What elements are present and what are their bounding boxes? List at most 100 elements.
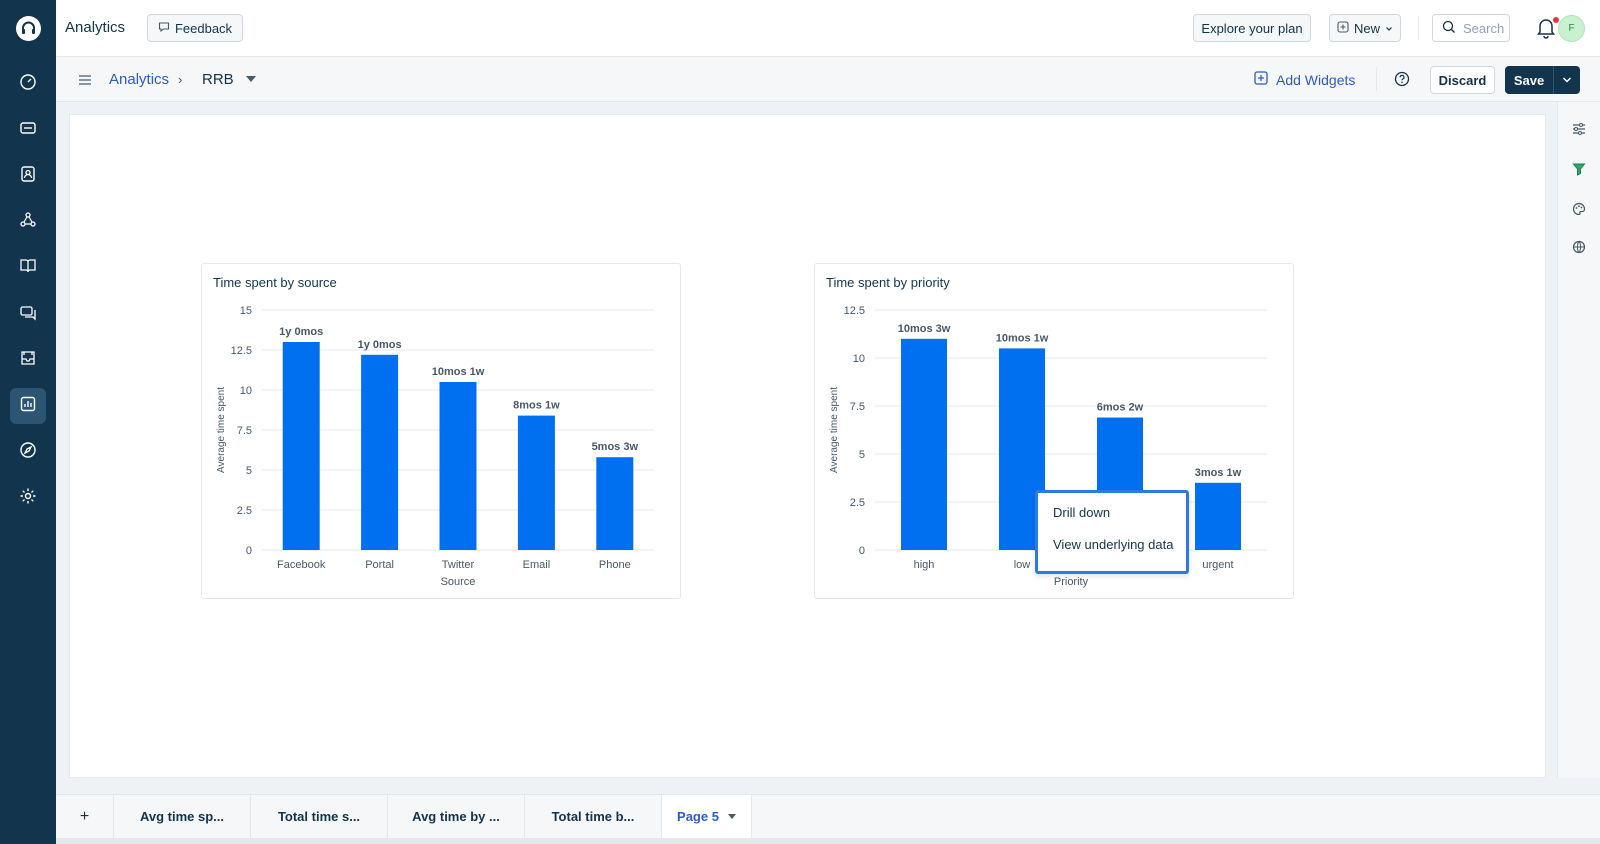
funnel-icon[interactable] xyxy=(1570,160,1588,178)
solutions-book-icon xyxy=(19,257,37,280)
bar-chart-source: 0 2.5 5 7.5 10 12.5 15 Average time spent 1y 0mo… xyxy=(216,305,654,588)
y-tick-label: 5 xyxy=(859,449,865,461)
notification-bell-icon[interactable] xyxy=(1536,17,1556,44)
globe-icon[interactable] xyxy=(1570,238,1588,256)
sidebar-item-contacts[interactable] xyxy=(10,158,46,194)
x-tick-label: Phone xyxy=(599,559,631,571)
freshdesk-logo-icon[interactable] xyxy=(16,16,41,41)
horizontal-scrollbar[interactable] xyxy=(56,838,1600,844)
data-label: 10mos 1w xyxy=(996,332,1049,344)
chevron-down-icon xyxy=(1385,21,1393,36)
breadcrumb-analytics-link[interactable]: Analytics xyxy=(109,71,170,88)
settings-gear-icon xyxy=(19,487,37,510)
widget-time-by-source[interactable]: Time spent by source 0 2.5 5 7.5 10 12.5 15 Ave… xyxy=(201,263,681,599)
y-axis-label: Average time spent xyxy=(829,387,840,473)
x-tick-label: high xyxy=(914,559,935,571)
left-sidebar xyxy=(0,0,56,844)
add-page-button[interactable]: + xyxy=(56,795,114,838)
chevron-down-icon[interactable] xyxy=(1553,66,1580,94)
drill-down-menu-item[interactable]: Drill down xyxy=(1053,505,1111,520)
inbox-icon xyxy=(19,349,37,372)
x-axis-label: Source xyxy=(441,576,476,588)
y-tick-label: 2.5 xyxy=(850,497,865,509)
sidebar-item-discover-compass[interactable] xyxy=(10,434,46,470)
save-button[interactable]: Save xyxy=(1505,66,1580,94)
y-tick-label: 15 xyxy=(240,305,252,317)
app-title: Analytics xyxy=(65,19,126,36)
sidebar-item-inbox[interactable] xyxy=(10,342,46,378)
sub-header: Analytics › RRB Add Widgets Discard Save xyxy=(56,57,1600,102)
sidebar-item-solutions-book[interactable] xyxy=(10,250,46,286)
help-circle-icon[interactable] xyxy=(1394,71,1410,92)
y-tick-label: 10 xyxy=(240,385,252,397)
search-icon xyxy=(1442,20,1456,37)
sidebar-item-forums[interactable] xyxy=(10,296,46,332)
sidebar-item-settings-gear[interactable] xyxy=(10,480,46,516)
x-tick-label: Facebook xyxy=(277,559,326,571)
y-tick-label: 7.5 xyxy=(850,401,865,413)
avatar[interactable]: F xyxy=(1558,15,1585,42)
bar xyxy=(596,457,634,550)
y-tick-label: 12.5 xyxy=(231,345,252,357)
bar xyxy=(439,382,477,550)
add-widgets-button[interactable]: Add Widgets xyxy=(1254,71,1355,88)
feedback-button[interactable]: Feedback xyxy=(147,14,243,42)
sidebar-item-groups[interactable] xyxy=(10,204,46,240)
y-tick-label: 7.5 xyxy=(237,425,252,437)
top-bar: Analytics Feedback Explore your plan New… xyxy=(56,0,1600,57)
y-tick-label: 2.5 xyxy=(237,505,252,517)
hamburger-menu-icon[interactable] xyxy=(78,73,92,91)
chat-bubble-icon xyxy=(158,21,170,36)
dashboard-icon xyxy=(19,73,37,96)
data-label: 10mos 3w xyxy=(898,323,951,335)
divider xyxy=(1376,67,1377,91)
divider xyxy=(1418,16,1419,40)
x-tick-label: Email xyxy=(523,559,551,571)
y-tick-label: 0 xyxy=(246,545,252,557)
right-rail xyxy=(1557,102,1600,778)
data-label: 1y 0mos xyxy=(279,326,323,338)
bar xyxy=(1195,482,1241,550)
widget-title: Time spent by priority xyxy=(826,275,950,290)
palette-icon[interactable] xyxy=(1570,200,1588,218)
search-input[interactable]: Search xyxy=(1432,14,1510,42)
feedback-label: Feedback xyxy=(174,20,233,36)
y-axis-label: Average time spent xyxy=(216,387,227,473)
breadcrumb-current: RRB xyxy=(202,71,234,88)
groups-icon xyxy=(19,211,37,234)
x-tick-label: Twitter xyxy=(442,559,475,571)
tab-page-5[interactable]: Page 5 xyxy=(662,795,752,838)
data-label: 8mos 1w xyxy=(513,400,560,412)
widget-title: Time spent by source xyxy=(213,275,337,290)
data-label: 3mos 1w xyxy=(1195,467,1242,479)
data-label: 6mos 2w xyxy=(1097,402,1144,414)
search-placeholder: Search xyxy=(1463,20,1505,36)
discard-button[interactable]: Discard xyxy=(1430,66,1495,94)
breadcrumb-separator: › xyxy=(178,72,183,87)
tab-total-time-spent[interactable]: Total time s... xyxy=(251,795,388,838)
forums-icon xyxy=(19,303,37,326)
tab-total-time-by[interactable]: Total time b... xyxy=(525,795,662,838)
sidebar-item-dashboard[interactable] xyxy=(10,66,46,102)
filter-sliders-icon[interactable] xyxy=(1570,120,1588,138)
new-button[interactable]: New xyxy=(1329,14,1401,42)
tab-avg-time-spent[interactable]: Avg time sp... xyxy=(114,795,251,838)
plus-square-icon xyxy=(1337,20,1349,36)
contacts-icon xyxy=(19,165,37,188)
sidebar-item-analytics[interactable] xyxy=(10,388,46,424)
x-tick-label: urgent xyxy=(1202,559,1233,571)
view-underlying-data-menu-item[interactable]: View underlying data xyxy=(1053,537,1174,552)
data-label: 5mos 3w xyxy=(592,441,639,453)
caret-down-icon[interactable] xyxy=(727,814,736,819)
sidebar-item-tickets[interactable] xyxy=(10,112,46,148)
plus-square-icon xyxy=(1254,71,1268,88)
data-label: 10mos 1w xyxy=(432,366,485,378)
x-tick-label: low xyxy=(1014,559,1031,571)
discover-compass-icon xyxy=(19,441,37,464)
add-widgets-label: Add Widgets xyxy=(1276,71,1356,88)
explore-plan-button[interactable]: Explore your plan xyxy=(1193,14,1311,42)
caret-down-icon[interactable] xyxy=(246,76,256,82)
save-label[interactable]: Save xyxy=(1513,72,1545,88)
tickets-icon xyxy=(19,119,37,142)
tab-avg-time-by[interactable]: Avg time by ... xyxy=(388,795,525,838)
